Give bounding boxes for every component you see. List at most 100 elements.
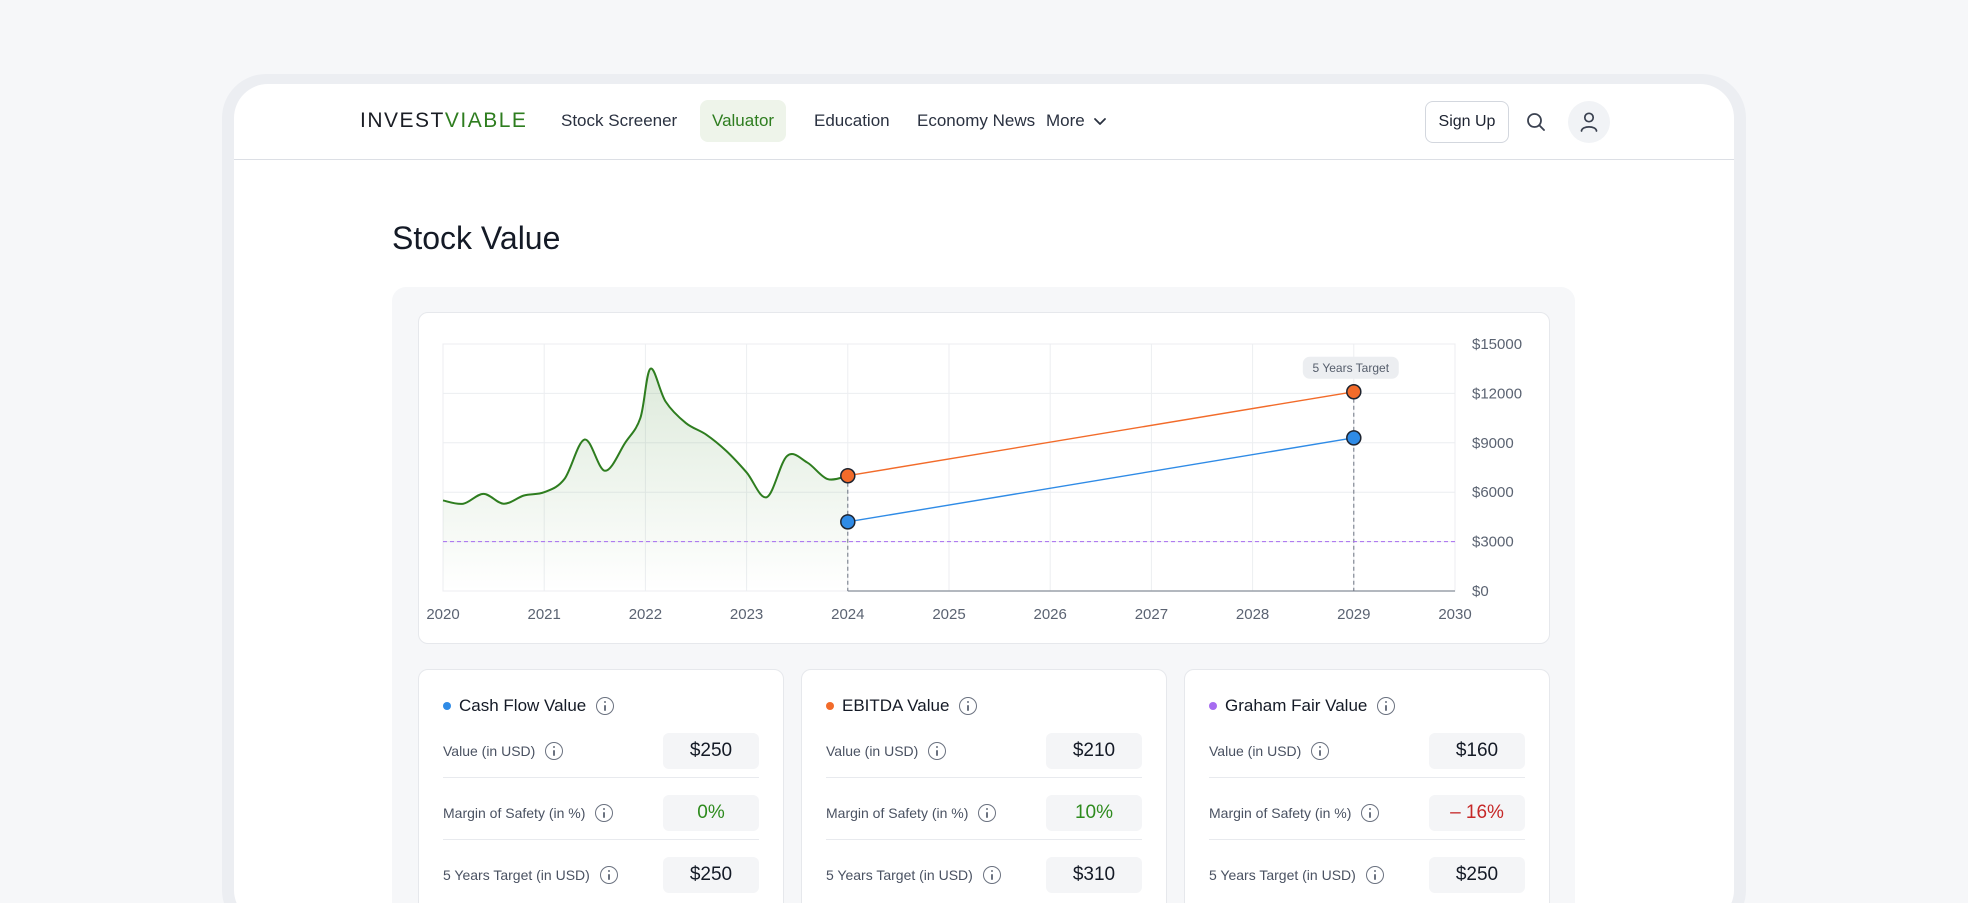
row-value: $310: [1046, 857, 1142, 893]
info-icon[interactable]: [928, 741, 947, 760]
row-label: Value (in USD): [1209, 741, 1330, 760]
search-icon[interactable]: [1525, 111, 1547, 133]
info-icon[interactable]: [1377, 697, 1396, 715]
card-title: EBITDA Value: [826, 696, 978, 716]
top-navigation: INVESTVIABLE Stock Screener Valuator Edu…: [234, 84, 1734, 160]
row-value: 10%: [1046, 794, 1142, 831]
info-icon[interactable]: [1361, 803, 1380, 822]
info-icon[interactable]: [1365, 866, 1384, 884]
x-tick-label: 2024: [831, 606, 864, 623]
target-row: 5 Years Target (in USD) $310: [826, 848, 1142, 902]
x-tick-label: 2022: [629, 606, 662, 623]
info-icon[interactable]: [545, 741, 564, 760]
row-label: Value (in USD): [826, 741, 947, 760]
row-value: $160: [1429, 732, 1525, 769]
row-label-text: Margin of Safety (in %): [826, 804, 969, 821]
nav-valuator[interactable]: Valuator: [700, 100, 787, 142]
row-value: $210: [1046, 732, 1142, 769]
info-icon[interactable]: [1311, 741, 1330, 760]
row-label-text: Value (in USD): [443, 742, 536, 759]
y-tick-label: $3000: [1472, 534, 1514, 551]
row-label: 5 Years Target (in USD): [443, 866, 618, 884]
user-avatar[interactable]: [1568, 101, 1610, 143]
x-tick-label: 2027: [1135, 606, 1168, 623]
ebitda-point: [840, 467, 856, 484]
price-area: [443, 368, 848, 591]
user-icon: [1580, 112, 1598, 132]
x-tick-label: 2020: [426, 606, 459, 623]
y-tick-label: $9000: [1472, 435, 1514, 452]
y-tick-label: $15000: [1472, 336, 1522, 353]
sign-up-button[interactable]: Sign Up: [1425, 101, 1509, 143]
x-tick-label: 2028: [1236, 606, 1269, 623]
target-row: 5 Years Target (in USD) $250: [443, 848, 759, 902]
target-row: 5 Years Target (in USD) $250: [1209, 848, 1525, 902]
card-title: Graham Fair Value: [1209, 696, 1396, 716]
x-tick-label: 2023: [730, 606, 763, 623]
ebitda-point: [1346, 384, 1362, 400]
info-icon[interactable]: [595, 803, 614, 822]
row-label: Margin of Safety (in %): [443, 803, 614, 822]
margin-row: Margin of Safety (in %) – 16%: [1209, 786, 1525, 840]
price-line: [442, 367, 849, 505]
value-row: Value (in USD) $250: [443, 724, 759, 778]
card-ebitda: EBITDA Value Value (in USD) $210 Margin …: [801, 669, 1167, 903]
nav-stock-screener[interactable]: Stock Screener: [561, 111, 678, 130]
series-dot-graham: [1209, 702, 1217, 710]
margin-row: Margin of Safety (in %) 0%: [443, 786, 759, 840]
x-tick-label: 2025: [932, 606, 965, 623]
series-dot-ebitda: [826, 702, 834, 710]
row-label: 5 Years Target (in USD): [1209, 866, 1384, 884]
x-tick-label: 2021: [528, 606, 561, 623]
row-value: $250: [1429, 857, 1525, 893]
app-window: INVESTVIABLE Stock Screener Valuator Edu…: [234, 84, 1734, 903]
cash-flow-point: [1346, 430, 1362, 446]
value-row: Value (in USD) $160: [1209, 724, 1525, 778]
page-title: Stock Value: [392, 220, 561, 256]
row-label-text: 5 Years Target (in USD): [443, 867, 590, 883]
row-value: $250: [663, 857, 759, 893]
info-icon[interactable]: [596, 697, 615, 715]
row-label-text: Value (in USD): [1209, 742, 1302, 759]
nav-more[interactable]: More: [1034, 100, 1119, 142]
brand-logo[interactable]: INVESTVIABLE: [360, 109, 527, 133]
row-label: Value (in USD): [443, 741, 564, 760]
row-label-text: Margin of Safety (in %): [1209, 804, 1352, 821]
cash-flow-point: [840, 514, 856, 530]
y-tick-label: $6000: [1472, 484, 1514, 501]
info-icon[interactable]: [959, 697, 978, 715]
y-tick-label: $12000: [1472, 385, 1522, 402]
row-value: 0%: [663, 794, 759, 831]
card-title-text: EBITDA Value: [842, 696, 950, 715]
row-value: $250: [663, 732, 759, 769]
nav-economy-news[interactable]: Economy News: [917, 111, 1036, 130]
card-graham: Graham Fair Value Value (in USD) $160 Ma…: [1184, 669, 1550, 903]
brand-part-1: INVEST: [360, 109, 445, 132]
info-icon[interactable]: [982, 866, 1001, 884]
row-label-text: Margin of Safety (in %): [443, 804, 586, 821]
row-value: – 16%: [1429, 794, 1525, 831]
nav-more-label: More: [1046, 111, 1085, 130]
x-tick-label: 2029: [1337, 606, 1370, 623]
x-tick-label: 2026: [1034, 606, 1067, 623]
info-icon[interactable]: [599, 866, 618, 884]
info-icon[interactable]: [978, 803, 997, 822]
chart-canvas: 5 Years Target 2020 2021 2022 2023 2024 2025 20…: [426, 336, 1522, 623]
row-label: Margin of Safety (in %): [826, 803, 997, 822]
card-title-text: Graham Fair Value: [1225, 696, 1368, 715]
row-label: 5 Years Target (in USD): [826, 866, 1001, 884]
row-label: Margin of Safety (in %): [1209, 803, 1380, 822]
row-label-text: 5 Years Target (in USD): [1209, 867, 1356, 883]
card-title-text: Cash Flow Value: [459, 696, 587, 715]
chevron-down-icon: [1093, 101, 1107, 143]
value-row: Value (in USD) $210: [826, 724, 1142, 778]
cash-flow-projection: [847, 437, 1354, 523]
nav-education[interactable]: Education: [814, 111, 890, 130]
ebitda-projection: [847, 391, 1354, 477]
x-tick-label: 2030: [1438, 606, 1471, 623]
row-label-text: Value (in USD): [826, 742, 919, 759]
card-cash-flow: Cash Flow Value Value (in USD) $250 Marg…: [418, 669, 784, 903]
brand-part-2: VIABLE: [444, 109, 528, 132]
series-dot-cash-flow: [443, 702, 451, 710]
annotation-label: 5 Years Target: [1313, 361, 1390, 375]
